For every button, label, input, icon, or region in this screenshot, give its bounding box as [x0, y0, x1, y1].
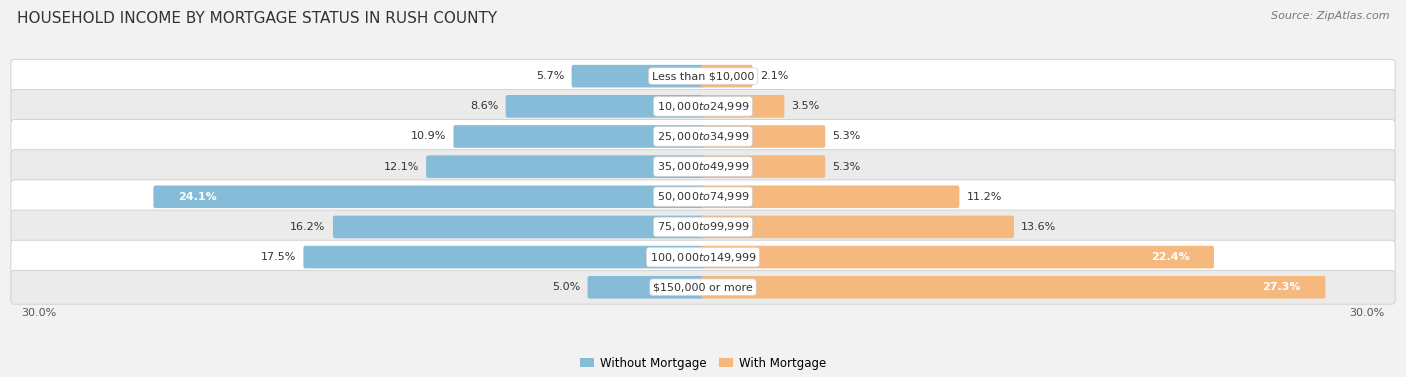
Text: $25,000 to $34,999: $25,000 to $34,999: [657, 130, 749, 143]
FancyBboxPatch shape: [11, 240, 1395, 274]
Text: 17.5%: 17.5%: [260, 252, 297, 262]
Legend: Without Mortgage, With Mortgage: Without Mortgage, With Mortgage: [575, 352, 831, 374]
Text: 8.6%: 8.6%: [470, 101, 499, 111]
FancyBboxPatch shape: [426, 155, 704, 178]
FancyBboxPatch shape: [304, 246, 704, 268]
FancyBboxPatch shape: [588, 276, 704, 299]
Text: 16.2%: 16.2%: [290, 222, 326, 232]
Text: HOUSEHOLD INCOME BY MORTGAGE STATUS IN RUSH COUNTY: HOUSEHOLD INCOME BY MORTGAGE STATUS IN R…: [17, 11, 496, 26]
Text: 2.1%: 2.1%: [759, 71, 789, 81]
FancyBboxPatch shape: [11, 180, 1395, 214]
Text: 5.0%: 5.0%: [553, 282, 581, 292]
FancyBboxPatch shape: [702, 65, 752, 87]
Text: $100,000 to $149,999: $100,000 to $149,999: [650, 251, 756, 264]
Text: $35,000 to $49,999: $35,000 to $49,999: [657, 160, 749, 173]
Text: 30.0%: 30.0%: [21, 308, 56, 318]
Text: $50,000 to $74,999: $50,000 to $74,999: [657, 190, 749, 203]
FancyBboxPatch shape: [11, 59, 1395, 93]
Text: 3.5%: 3.5%: [792, 101, 820, 111]
FancyBboxPatch shape: [702, 155, 825, 178]
FancyBboxPatch shape: [11, 210, 1395, 244]
Text: $75,000 to $99,999: $75,000 to $99,999: [657, 221, 749, 233]
FancyBboxPatch shape: [702, 125, 825, 148]
Text: 30.0%: 30.0%: [1350, 308, 1385, 318]
Text: 5.3%: 5.3%: [832, 162, 860, 172]
Text: Less than $10,000: Less than $10,000: [652, 71, 754, 81]
FancyBboxPatch shape: [702, 185, 959, 208]
FancyBboxPatch shape: [11, 150, 1395, 184]
Text: 22.4%: 22.4%: [1150, 252, 1189, 262]
FancyBboxPatch shape: [572, 65, 704, 87]
FancyBboxPatch shape: [506, 95, 704, 118]
FancyBboxPatch shape: [11, 270, 1395, 304]
Text: 5.3%: 5.3%: [832, 132, 860, 141]
FancyBboxPatch shape: [11, 89, 1395, 123]
FancyBboxPatch shape: [153, 185, 704, 208]
Text: 12.1%: 12.1%: [384, 162, 419, 172]
Text: 10.9%: 10.9%: [411, 132, 446, 141]
FancyBboxPatch shape: [453, 125, 704, 148]
Text: $150,000 or more: $150,000 or more: [654, 282, 752, 292]
FancyBboxPatch shape: [702, 276, 1326, 299]
Text: 27.3%: 27.3%: [1263, 282, 1301, 292]
FancyBboxPatch shape: [702, 95, 785, 118]
Text: 5.7%: 5.7%: [536, 71, 564, 81]
FancyBboxPatch shape: [702, 246, 1213, 268]
Text: 24.1%: 24.1%: [179, 192, 217, 202]
Text: $10,000 to $24,999: $10,000 to $24,999: [657, 100, 749, 113]
Text: Source: ZipAtlas.com: Source: ZipAtlas.com: [1271, 11, 1389, 21]
FancyBboxPatch shape: [11, 120, 1395, 153]
Text: 11.2%: 11.2%: [967, 192, 1002, 202]
Text: 13.6%: 13.6%: [1021, 222, 1056, 232]
FancyBboxPatch shape: [333, 216, 704, 238]
FancyBboxPatch shape: [702, 216, 1014, 238]
